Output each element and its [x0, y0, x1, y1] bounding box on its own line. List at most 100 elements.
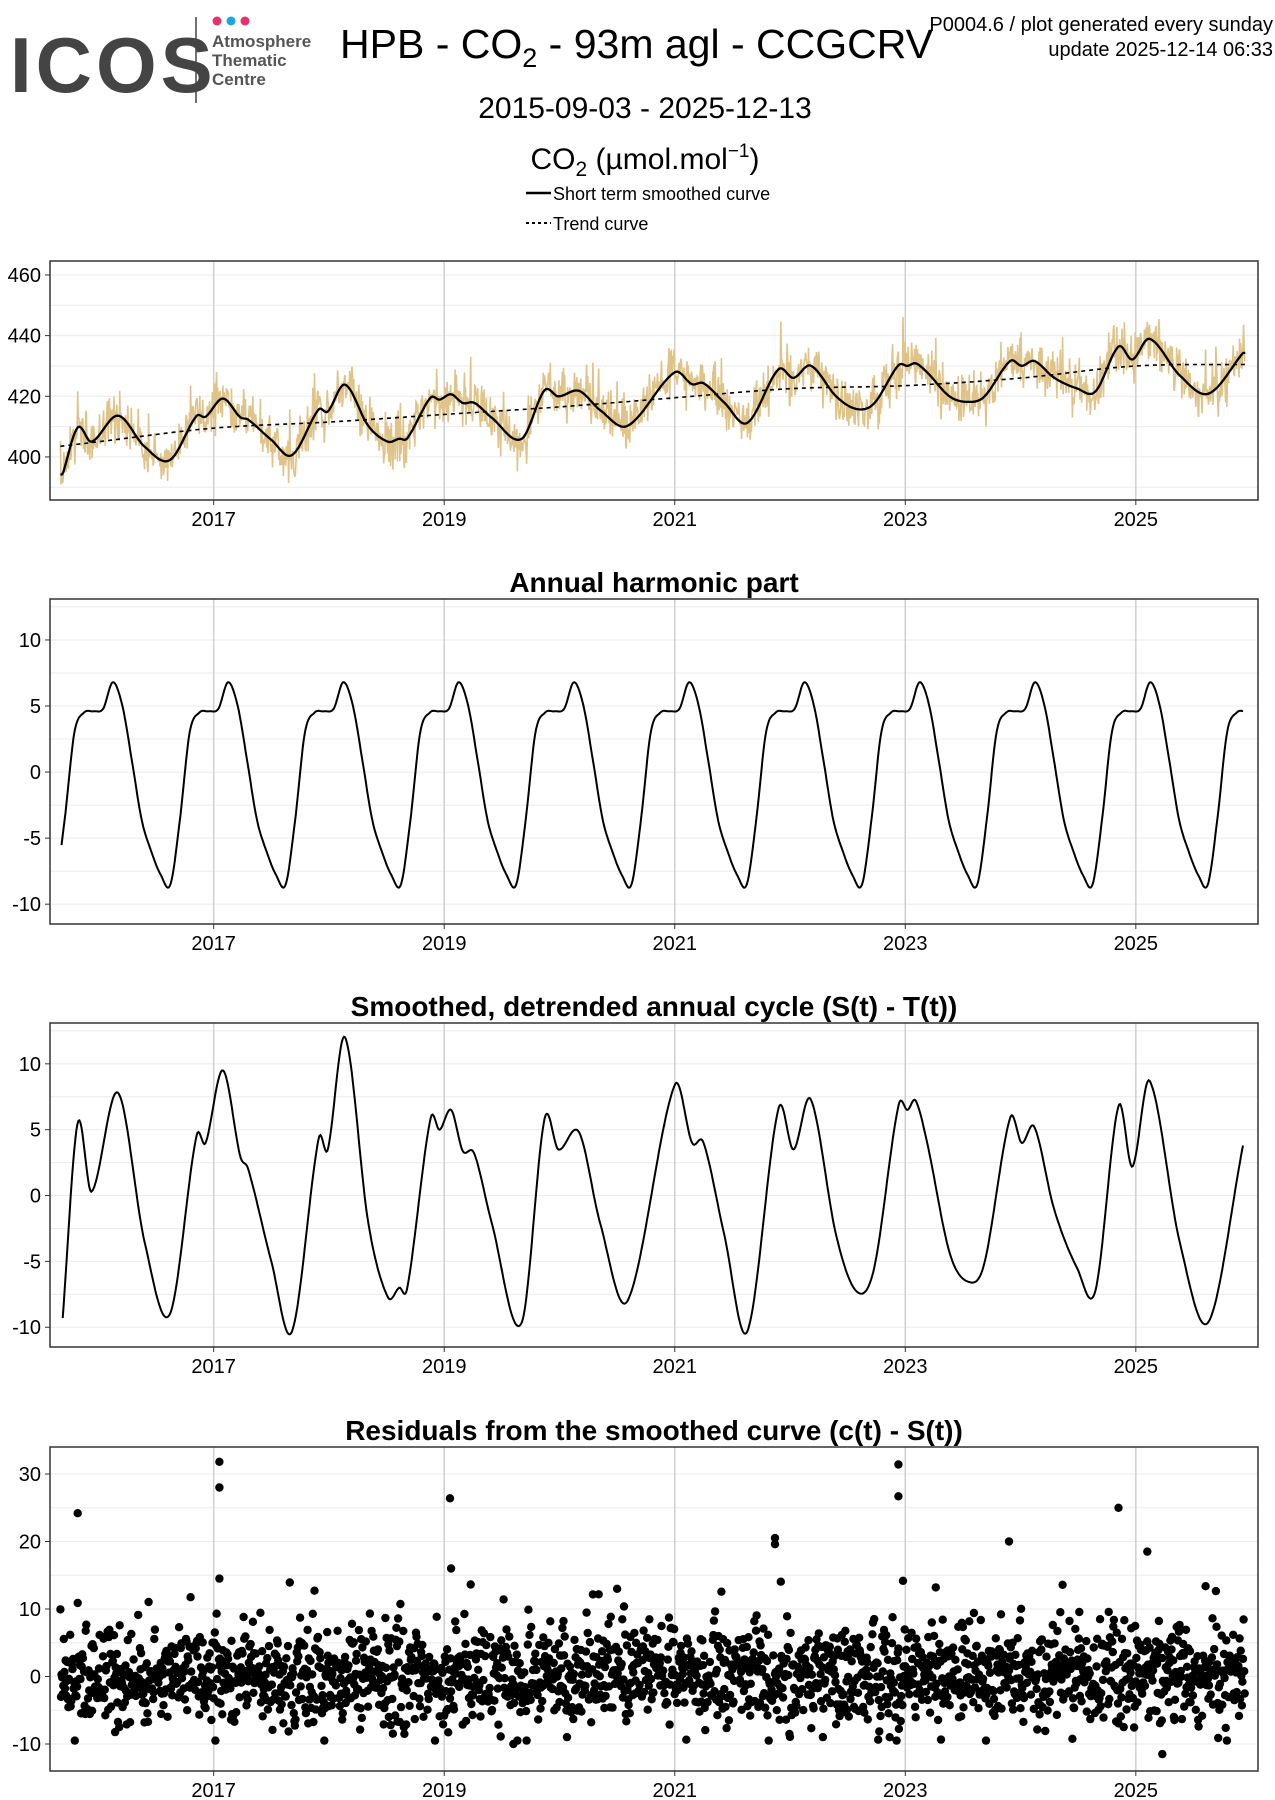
residual-point: [697, 1697, 706, 1706]
residual-point: [594, 1590, 603, 1599]
residual-point: [308, 1670, 317, 1679]
residual-point: [770, 1533, 780, 1543]
residual-point: [894, 1644, 903, 1653]
residual-point: [379, 1720, 388, 1729]
residual-point: [557, 1664, 566, 1673]
y-tick-label: 10: [19, 1054, 41, 1076]
residual-point: [317, 1681, 326, 1691]
residual-point: [226, 1684, 235, 1693]
residual-point: [493, 1684, 502, 1693]
residual-point: [982, 1690, 991, 1699]
residual-point: [1238, 1677, 1247, 1686]
residual-point: [981, 1736, 991, 1745]
residual-point: [827, 1687, 837, 1696]
residual-point: [819, 1704, 828, 1713]
residual-point: [792, 1701, 801, 1711]
residual-point: [841, 1626, 850, 1636]
residual-point: [865, 1697, 875, 1706]
residual-point: [273, 1639, 282, 1648]
residual-point: [770, 1540, 780, 1549]
residual-point: [597, 1647, 607, 1656]
residual-point: [369, 1632, 378, 1641]
plot-area: [60, 681, 1244, 889]
residual-point: [840, 1637, 849, 1647]
residual-point: [589, 1686, 599, 1695]
x-tick-label: 2017: [191, 509, 236, 531]
residual-point: [451, 1617, 460, 1626]
residual-point: [512, 1650, 521, 1659]
residual-point: [826, 1698, 835, 1708]
residual-point: [894, 1492, 903, 1501]
residual-point: [1037, 1635, 1047, 1644]
residual-point: [880, 1647, 889, 1656]
residual-point: [622, 1641, 632, 1650]
residual-point: [356, 1704, 365, 1713]
residual-point: [1097, 1689, 1106, 1698]
residual-point: [1212, 1660, 1222, 1669]
residual-point: [629, 1668, 638, 1677]
residual-point: [630, 1628, 639, 1638]
residual-point: [583, 1628, 592, 1638]
residual-point: [1123, 1649, 1132, 1658]
residual-point: [263, 1705, 273, 1714]
residual-point: [902, 1645, 911, 1655]
trend-curve-line: [60, 363, 1246, 448]
residual-point: [418, 1640, 427, 1650]
residual-point: [1131, 1621, 1140, 1631]
residual-point: [663, 1698, 672, 1708]
residual-point: [215, 1457, 224, 1467]
residual-point: [354, 1625, 364, 1635]
residual-point: [635, 1680, 644, 1690]
residual-point: [1048, 1620, 1058, 1630]
residual-point: [659, 1666, 668, 1675]
residual-point: [296, 1682, 305, 1691]
residual-point: [617, 1659, 626, 1669]
residual-point: [1065, 1648, 1075, 1657]
residual-point: [882, 1631, 891, 1640]
residual-point: [876, 1682, 886, 1692]
residual-point: [461, 1716, 471, 1726]
residual-point: [158, 1670, 168, 1679]
residual-point: [402, 1686, 411, 1695]
residual-point: [279, 1719, 288, 1728]
residual-point: [485, 1683, 494, 1693]
residual-point: [647, 1695, 656, 1704]
residual-point: [778, 1684, 787, 1693]
panel-harmonic: Annual harmonic part 2017 2019 2021 2023 2025…: [12, 567, 1259, 955]
residual-point: [1194, 1722, 1203, 1731]
residual-point: [1240, 1667, 1249, 1676]
residual-point: [281, 1692, 290, 1701]
residual-point: [1052, 1710, 1062, 1720]
residual-point: [724, 1716, 734, 1725]
residual-point: [687, 1647, 696, 1656]
residual-point: [216, 1699, 225, 1708]
residual-point: [603, 1655, 613, 1665]
residual-point: [1102, 1657, 1111, 1666]
residual-point: [1008, 1705, 1018, 1714]
residual-point: [863, 1658, 872, 1667]
residual-point: [400, 1729, 409, 1739]
residual-point: [587, 1718, 596, 1727]
residual-point: [784, 1670, 793, 1680]
residual-point: [776, 1577, 785, 1586]
residual-point: [706, 1679, 715, 1689]
residual-point: [625, 1709, 634, 1718]
residual-point: [438, 1720, 448, 1729]
residual-point: [208, 1682, 218, 1692]
residual-point: [1210, 1671, 1220, 1680]
residual-point: [149, 1688, 158, 1697]
residual-point: [1232, 1687, 1241, 1697]
residual-point: [1152, 1706, 1161, 1716]
residual-point: [100, 1693, 109, 1703]
x-tick-label: 2023: [883, 1780, 928, 1800]
legend-label: Short term smoothed curve: [553, 184, 770, 204]
residual-point: [996, 1610, 1006, 1619]
residual-point: [870, 1614, 879, 1624]
unit-end: ): [749, 143, 759, 176]
residual-point: [660, 1689, 669, 1698]
residual-point: [446, 1564, 456, 1573]
residual-point: [267, 1680, 277, 1689]
residual-point: [452, 1625, 461, 1635]
residual-point: [1186, 1698, 1195, 1707]
residual-point: [396, 1702, 406, 1712]
